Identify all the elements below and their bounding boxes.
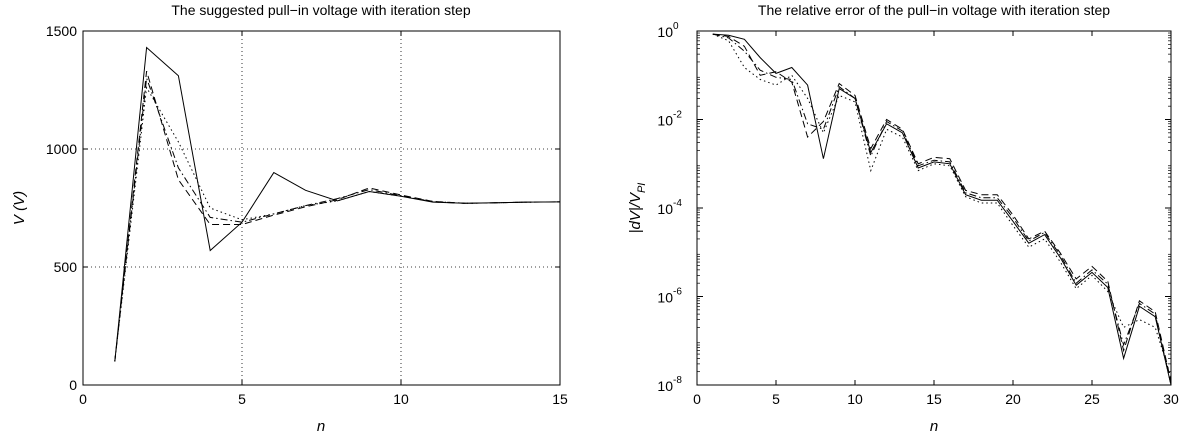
y-tick-label: 10 [657, 290, 673, 306]
y-tick-label: 10 [657, 24, 673, 40]
series-line-dotted [114, 86, 561, 362]
y-tick-label: 500 [54, 259, 78, 275]
series-line-dashed [114, 70, 561, 362]
chart-title: The suggested pull−in voltage with itera… [171, 2, 470, 18]
x-axis-label: n [317, 418, 325, 435]
y-tick-label: 1000 [46, 141, 77, 157]
y-tick-label: 1500 [46, 23, 77, 39]
x-tick-label: 5 [772, 391, 780, 407]
x-tick-label: 10 [393, 391, 409, 407]
series-line-dotted [712, 33, 1172, 378]
y-tick-exponent: -4 [673, 198, 682, 209]
plot-frame [696, 30, 1172, 386]
x-tick-label: 15 [552, 391, 568, 407]
y-axis-label: V (V) [11, 191, 28, 225]
grid-lines [83, 31, 560, 385]
series-line-solid [114, 46, 561, 362]
x-axis-label: n [930, 418, 938, 435]
x-tick-label: 15 [926, 391, 942, 407]
relative-error-chart: The relative error of the pull−in voltag… [627, 2, 1179, 435]
series-group [712, 33, 1172, 386]
y-tick-exponent: -2 [673, 110, 682, 121]
y-axis-label: |dV|/VPI [627, 183, 648, 234]
series-line-dashdot [114, 78, 561, 362]
y-tick-label: 10 [657, 378, 673, 394]
series-line-dashed [712, 33, 1172, 382]
series-group [114, 46, 561, 362]
x-tick-label: 0 [79, 391, 87, 407]
x-tick-label: 5 [238, 391, 246, 407]
y-axis-label-main: |dV|/V [627, 191, 644, 233]
x-tick-label: 10 [847, 391, 863, 407]
plot-frame [82, 30, 561, 386]
x-tick-label: 0 [693, 391, 701, 407]
y-tick-exponent: -6 [673, 287, 682, 298]
x-tick-label: 30 [1163, 391, 1179, 407]
series-line-dashdot [712, 33, 1172, 386]
y-tick-exponent: -8 [673, 375, 682, 386]
x-tick-label: 20 [1005, 391, 1021, 407]
y-tick-exponent: 0 [673, 21, 679, 32]
chart-title: The relative error of the pull−in voltag… [758, 2, 1110, 18]
series-line-solid [712, 33, 1172, 386]
y-tick-label: 10 [657, 201, 673, 217]
voltage-chart: The suggested pull−in voltage with itera… [11, 2, 568, 435]
x-tick-label: 25 [1084, 391, 1100, 407]
y-axis-label-subscript: PI [636, 183, 648, 193]
axis-ticks: 0 5 10 15 0 500 1000 1500 [46, 23, 568, 407]
y-tick-label: 0 [69, 377, 77, 393]
y-tick-label: 10 [657, 113, 673, 129]
